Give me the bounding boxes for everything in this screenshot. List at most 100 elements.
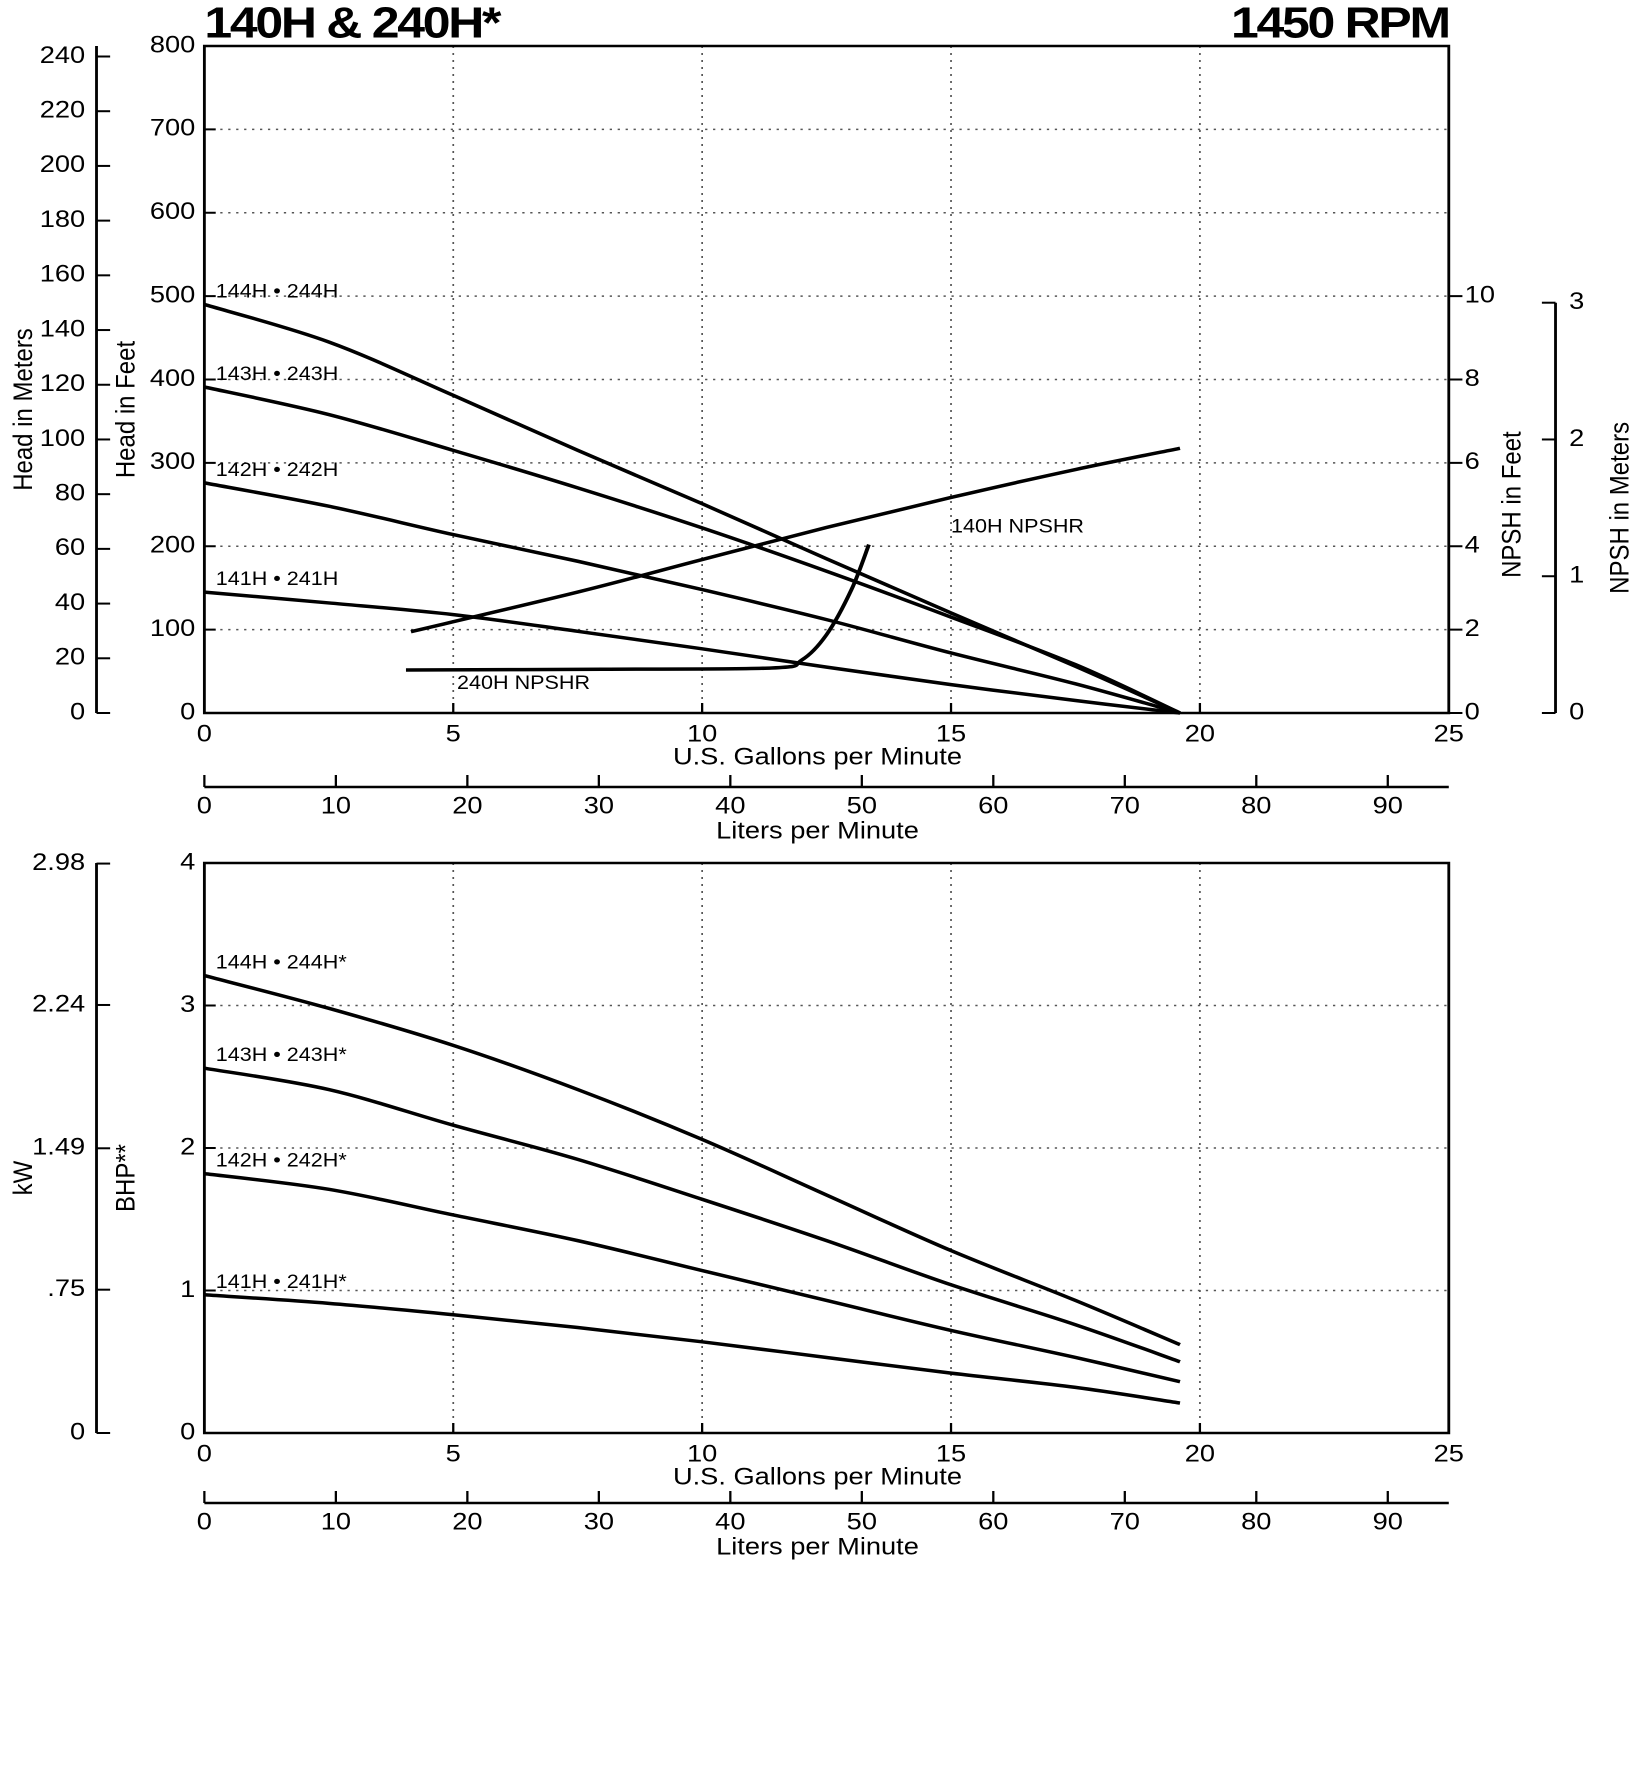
series-line xyxy=(203,973,1181,1347)
yright-tick-label: 1 xyxy=(1569,562,1584,588)
x-tick-label: 25 xyxy=(1434,1441,1464,1467)
yright-tick-label: 3 xyxy=(1569,288,1584,314)
yleft-tick-label: 80 xyxy=(55,480,85,506)
x-tick-label: 20 xyxy=(1185,1441,1215,1467)
yleft-tick-label: 0 xyxy=(70,1419,85,1445)
series-label: 140H NPSHR xyxy=(951,517,1084,538)
x-tick-label: 15 xyxy=(936,1441,966,1467)
yleft-tick-label: 20 xyxy=(55,644,85,670)
x2-tick-label: 80 xyxy=(1241,793,1271,819)
yleft-axis-title: kW xyxy=(9,1160,39,1195)
yleft-tick-label: 220 xyxy=(40,97,85,123)
yleft-tick-label: 60 xyxy=(55,535,85,561)
y2-tick-label: 4 xyxy=(1465,532,1480,558)
y-axis-title: Head in Feet xyxy=(111,341,141,478)
x-tick-label: 0 xyxy=(197,721,212,747)
x-tick-label: 5 xyxy=(446,721,461,747)
yleft-tick-label: .75 xyxy=(47,1275,85,1301)
y-tick-label: 700 xyxy=(150,115,195,141)
y2-tick-label: 6 xyxy=(1465,449,1480,475)
y-tick-label: 0 xyxy=(180,1419,195,1445)
series-line xyxy=(203,481,1181,715)
chart-title: 140H & 240H* xyxy=(204,0,502,47)
x2-tick-label: 70 xyxy=(1110,793,1140,819)
yleft-tick-label: 200 xyxy=(40,152,85,178)
series-line xyxy=(203,385,1181,715)
series-label: 240H NPSHR xyxy=(457,673,590,694)
yleft-tick-label: 140 xyxy=(40,316,85,342)
x2-tick-label: 60 xyxy=(978,1509,1008,1535)
yleft-tick-label: 160 xyxy=(40,261,85,287)
x2-tick-label: 40 xyxy=(715,1509,745,1535)
y-tick-label: 600 xyxy=(150,199,195,225)
yleft-tick-label: 120 xyxy=(40,371,85,397)
x-axis-title: U.S. Gallons per Minute xyxy=(673,744,962,770)
x2-tick-label: 0 xyxy=(197,1509,212,1535)
y2-axis-title: NPSH in Feet xyxy=(1497,431,1527,578)
x2-tick-label: 0 xyxy=(197,793,212,819)
x2-tick-label: 20 xyxy=(452,1509,482,1535)
series-line xyxy=(203,1066,1181,1364)
series-line xyxy=(204,590,1181,715)
x2-tick-label: 90 xyxy=(1373,1509,1403,1535)
series-line xyxy=(204,1293,1181,1405)
x2-axis-title: Liters per Minute xyxy=(716,1534,919,1560)
series-label: 141H • 241H xyxy=(216,569,339,590)
series-line xyxy=(405,544,871,672)
yleft-tick-label: 240 xyxy=(40,42,85,68)
y-tick-label: 800 xyxy=(150,32,195,58)
x2-tick-label: 50 xyxy=(847,1509,877,1535)
x2-tick-label: 30 xyxy=(584,1509,614,1535)
yleft-axis-title: Head in Meters xyxy=(9,328,39,491)
x-tick-label: 15 xyxy=(936,721,966,747)
y-tick-label: 400 xyxy=(150,365,195,391)
y2-tick-label: 0 xyxy=(1465,699,1480,725)
x2-tick-label: 30 xyxy=(584,793,614,819)
yleft-tick-label: 40 xyxy=(55,589,85,615)
x2-tick-label: 90 xyxy=(1373,793,1403,819)
x-tick-label: 10 xyxy=(687,721,717,747)
y-tick-label: 1 xyxy=(180,1276,195,1302)
yleft-tick-label: 180 xyxy=(40,206,85,232)
chart-subtitle: 1450 RPM xyxy=(1231,0,1449,47)
series-label: 141H • 241H* xyxy=(216,1272,347,1293)
x2-tick-label: 40 xyxy=(715,793,745,819)
yright-axis-title: NPSH in Meters xyxy=(1605,422,1635,594)
series-line xyxy=(203,302,1181,715)
y-tick-label: 200 xyxy=(150,532,195,558)
plot-frame xyxy=(202,861,1451,1435)
y-tick-label: 500 xyxy=(150,282,195,308)
x2-axis-title: Liters per Minute xyxy=(716,818,919,844)
x2-tick-label: 80 xyxy=(1241,1509,1271,1535)
y-tick-label: 4 xyxy=(180,849,195,875)
yleft-tick-label: 100 xyxy=(40,425,85,451)
x-tick-label: 10 xyxy=(687,1441,717,1467)
x2-tick-label: 10 xyxy=(321,793,351,819)
yleft-tick-label: 2.98 xyxy=(32,849,85,875)
series-label: 142H • 242H xyxy=(216,460,339,481)
x-axis-title: U.S. Gallons per Minute xyxy=(673,1464,962,1490)
x-tick-label: 25 xyxy=(1434,721,1464,747)
y-axis-title: BHP** xyxy=(111,1144,141,1212)
series-line xyxy=(204,1171,1181,1384)
series-label: 144H • 244H* xyxy=(216,953,347,974)
x2-tick-label: 10 xyxy=(321,1509,351,1535)
series-label: 142H • 242H* xyxy=(216,1151,347,1172)
series-label: 144H • 244H xyxy=(216,282,339,303)
x-tick-label: 5 xyxy=(446,1441,461,1467)
yleft-tick-label: 1.49 xyxy=(32,1134,85,1160)
y-tick-label: 0 xyxy=(180,699,195,725)
series-label: 143H • 243H xyxy=(216,364,339,385)
x2-tick-label: 50 xyxy=(847,793,877,819)
series-label: 143H • 243H* xyxy=(216,1045,347,1066)
yleft-tick-label: 2.24 xyxy=(32,991,85,1017)
y-tick-label: 3 xyxy=(180,991,195,1017)
x-tick-label: 0 xyxy=(197,1441,212,1467)
y-tick-label: 2 xyxy=(180,1134,195,1160)
y2-tick-label: 2 xyxy=(1465,615,1480,641)
yleft-tick-label: 0 xyxy=(70,699,85,725)
x-tick-label: 20 xyxy=(1185,721,1215,747)
yright-tick-label: 2 xyxy=(1569,425,1584,451)
x2-tick-label: 60 xyxy=(978,793,1008,819)
